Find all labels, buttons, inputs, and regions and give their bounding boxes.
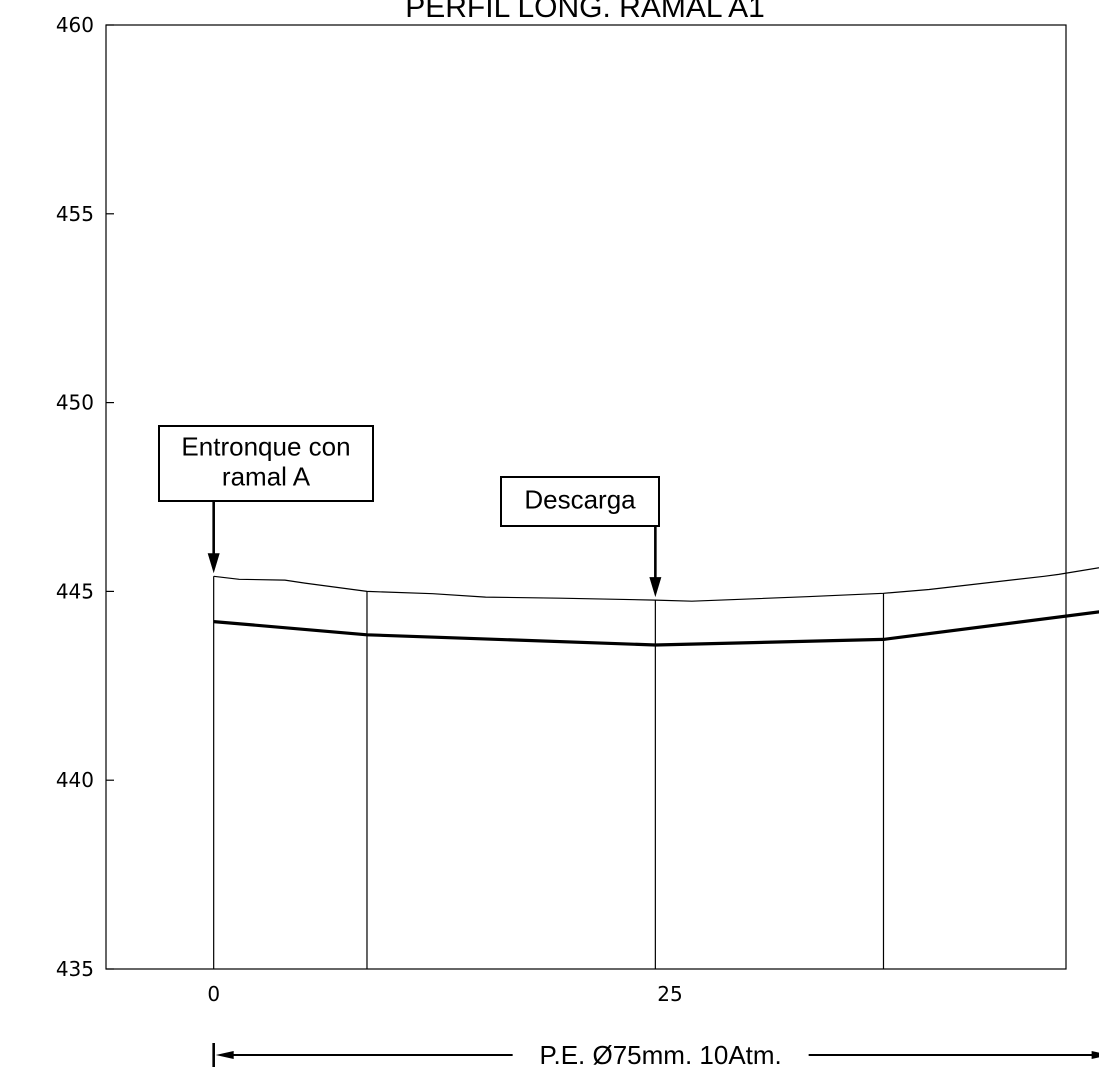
axis-ticks: 435 440 445 450 455 460 0 25	[56, 13, 683, 1006]
plot-frame	[105, 24, 1067, 970]
annotation-box	[158, 425, 374, 502]
y-tick-label: 450	[56, 391, 94, 415]
annotation-text: Entronque con	[181, 432, 350, 462]
series-lines	[213, 567, 1099, 647]
y-tick-label: 455	[56, 202, 94, 226]
arrow-left-icon	[215, 1051, 234, 1059]
y-tick-label: 445	[56, 579, 94, 603]
chart-title: PERFIL LONG. RAMAL A1	[405, 0, 765, 24]
terrain-line	[213, 567, 1099, 602]
y-tick-label: 440	[56, 768, 94, 792]
station-lines	[213, 576, 885, 969]
arrow-down-icon	[649, 577, 662, 598]
annotation-text: ramal A	[222, 462, 311, 492]
y-tick-label: 460	[56, 13, 94, 37]
annotation-text: Descarga	[524, 485, 636, 515]
annotation-box	[500, 476, 660, 527]
x-tick-label: 0	[207, 982, 220, 1006]
arrow-right-icon	[1091, 1051, 1099, 1059]
pipe-label: P.E. Ø75mm. 10Atm.	[540, 1040, 782, 1070]
arrow-down-icon	[207, 553, 220, 574]
pipe-line	[213, 610, 1099, 647]
x-tick-label: 25	[657, 982, 682, 1006]
y-tick-label: 435	[56, 957, 94, 981]
pipe-dimension: P.E. Ø75mm. 10Atm.	[212, 1040, 1099, 1070]
